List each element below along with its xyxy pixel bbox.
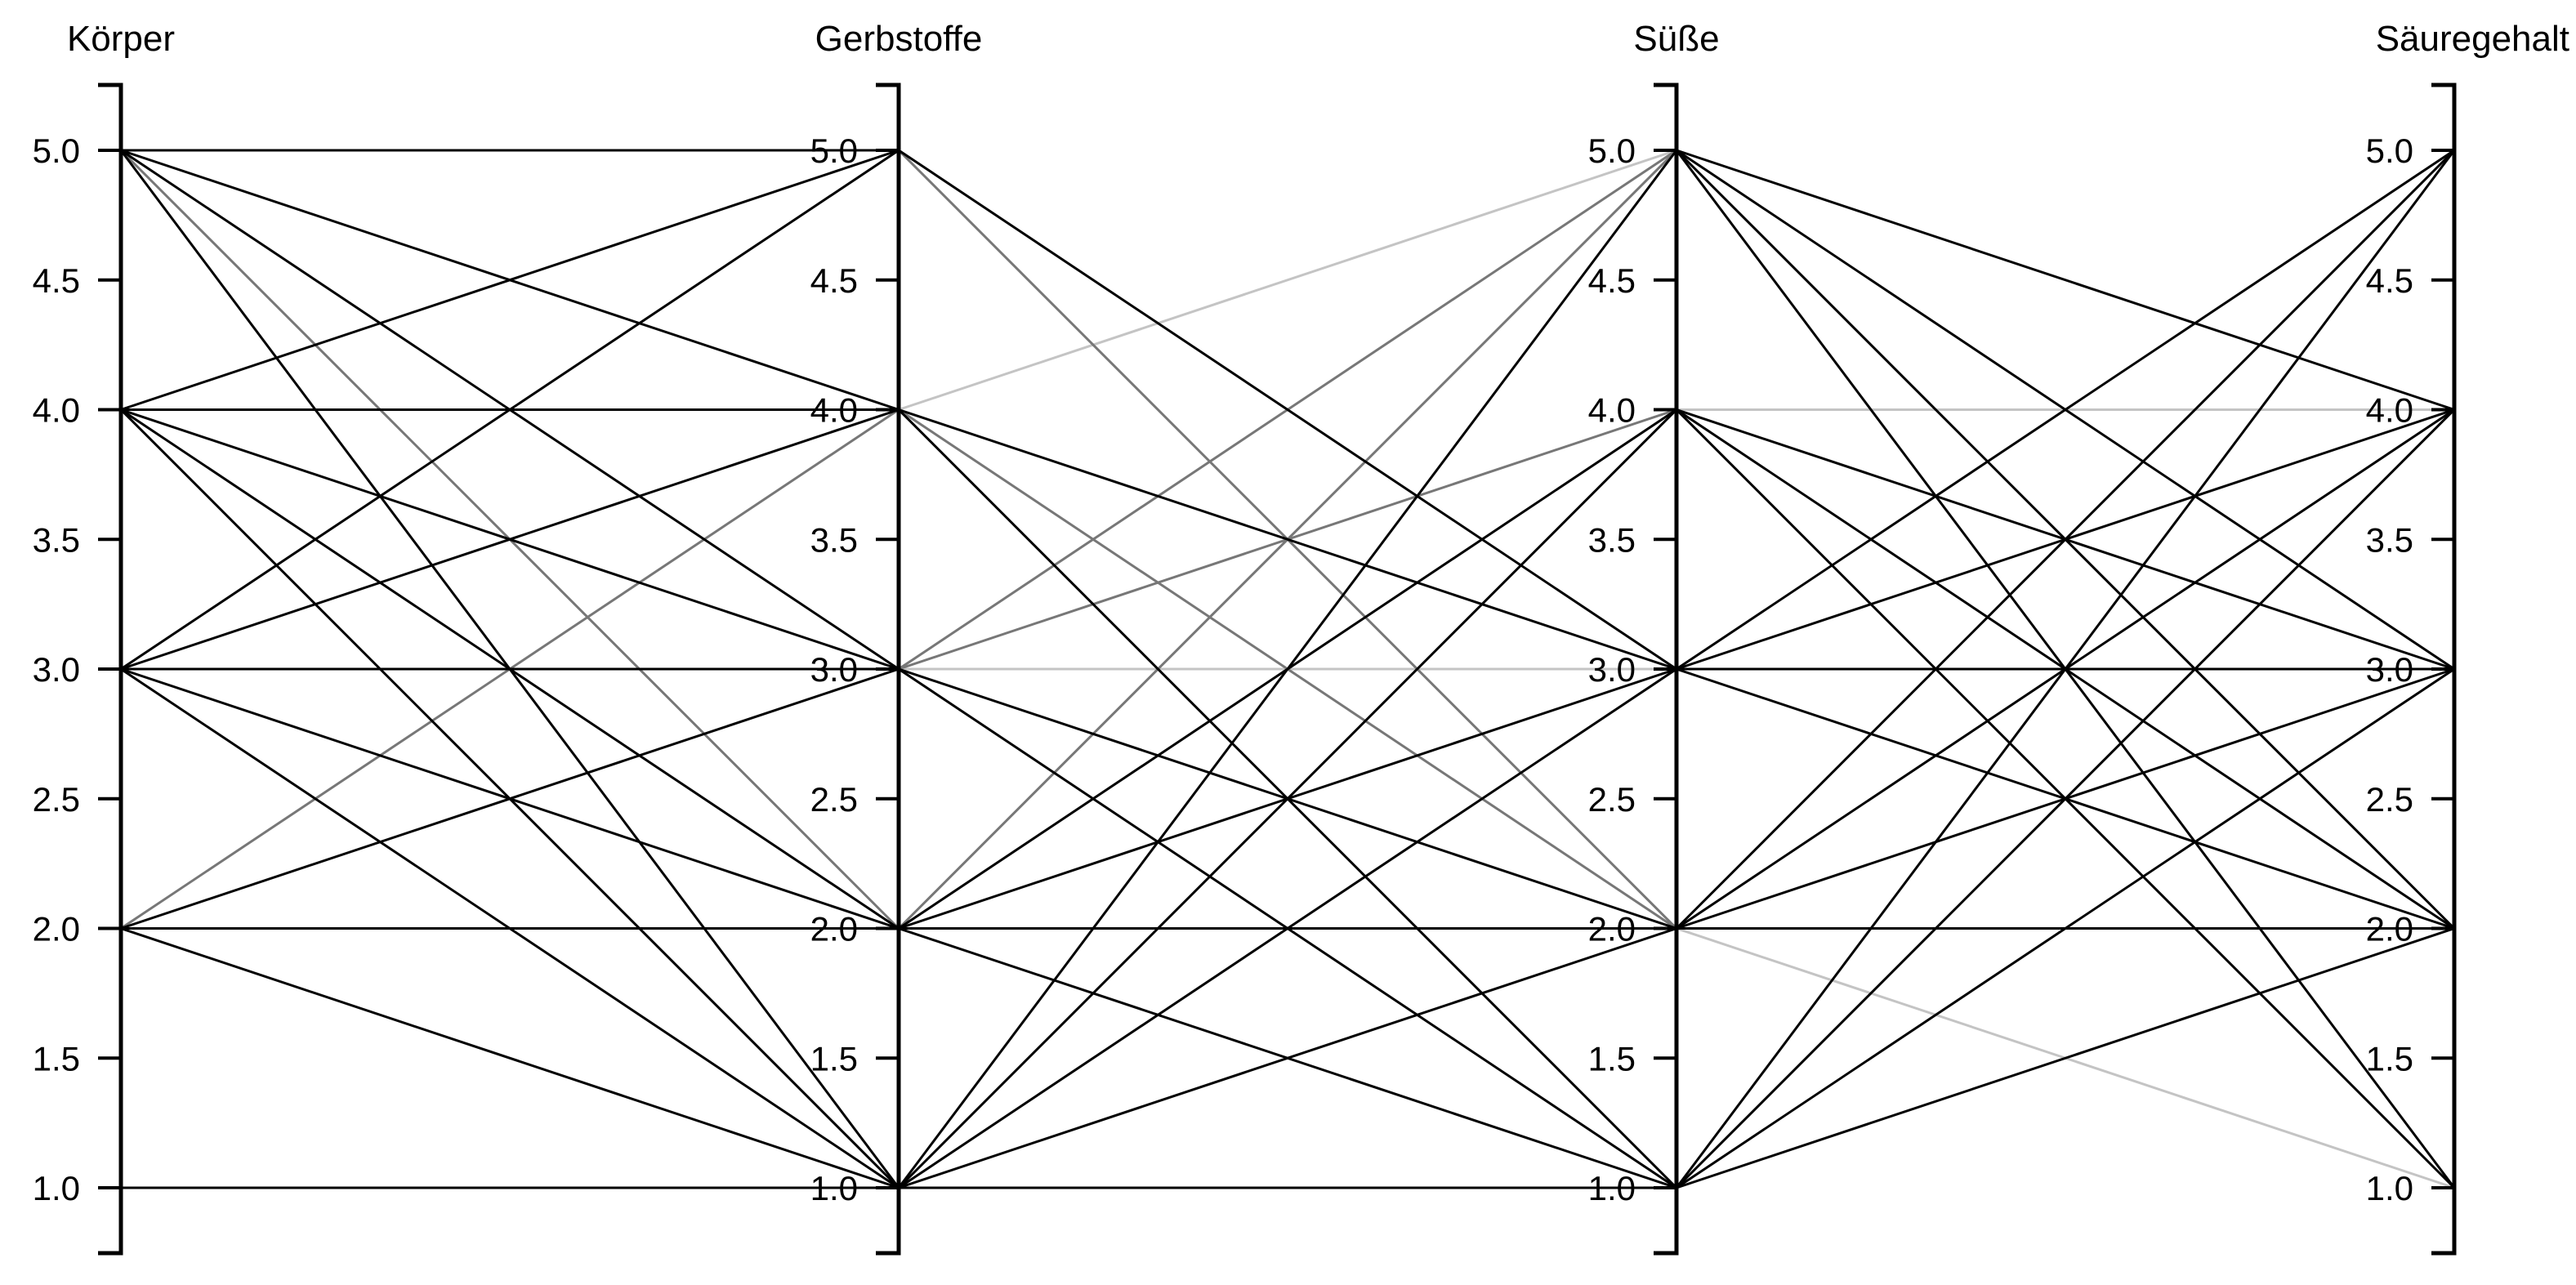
line-segment (1675, 149, 2456, 930)
tick-label: 1.0 (810, 1169, 858, 1207)
line-segment (897, 149, 1678, 1189)
tick-label: 1.5 (810, 1039, 858, 1078)
tick-label: 5.0 (2366, 132, 2413, 170)
line-segment (897, 408, 1678, 1189)
tick-label: 2.5 (2366, 780, 2413, 819)
tick-label: 3.5 (33, 520, 80, 559)
tick-label: 2.5 (1588, 780, 1636, 819)
axes-layer: Körper1.01.52.02.53.03.54.04.55.0Gerbsto… (33, 19, 2569, 1256)
tick-label: 4.0 (1588, 391, 1636, 430)
polyline-layer (119, 149, 2456, 1189)
axis-title: Süße (1633, 19, 1719, 59)
tick-label: 5.0 (1588, 132, 1636, 170)
line-segment (898, 667, 1677, 1189)
tick-label: 4.5 (2366, 261, 2413, 300)
line-segment (898, 149, 1677, 671)
tick-label: 3.0 (1588, 650, 1636, 689)
tick-label: 5.0 (810, 132, 858, 170)
line-segment (898, 408, 1677, 671)
line-segment (120, 408, 900, 671)
line-segment (1676, 149, 2455, 671)
line-segment (120, 149, 900, 411)
tick-label: 1.5 (1588, 1039, 1636, 1078)
tick-label: 3.5 (1588, 520, 1636, 559)
tick-label: 4.0 (2366, 391, 2413, 430)
tick-label: 3.0 (810, 650, 858, 689)
tick-label: 4.5 (33, 261, 80, 300)
tick-label: 1.5 (33, 1039, 80, 1078)
axis-title: Säuregehalt (2376, 19, 2569, 59)
line-segment (1676, 667, 2455, 1189)
tick-label: 4.0 (33, 391, 80, 430)
tick-label: 4.5 (810, 261, 858, 300)
axis-4: Säuregehalt 1.0 1.5 2.0 2.5 3.0 3.5 4.0 4.5 5.0 (2366, 19, 2569, 1256)
tick-label: 2.0 (33, 910, 80, 948)
tick-label: 3.5 (810, 520, 858, 559)
tick-label: 3.5 (2366, 520, 2413, 559)
tick-label: 2.5 (33, 780, 80, 819)
tick-label: 4.0 (810, 391, 858, 430)
axis-3: Süße 1.0 1.5 2.0 2.5 3.0 3.5 4.0 4.5 5.0 (1588, 19, 1720, 1256)
tick-label: 2.0 (810, 910, 858, 948)
line-segment (1675, 408, 2456, 1189)
tick-label: 1.0 (33, 1169, 80, 1207)
tick-label: 2.5 (810, 780, 858, 819)
tick-label: 4.5 (1588, 261, 1636, 300)
tick-label: 1.0 (2366, 1169, 2413, 1207)
axis-title: Körper (67, 19, 175, 59)
tick-label: 3.0 (2366, 650, 2413, 689)
tick-label: 3.0 (33, 650, 80, 689)
axis-2: Gerbstoffe 1.0 1.5 2.0 2.5 3.0 3.5 4.0 4.5 5.0 (810, 19, 983, 1256)
tick-label: 1.0 (1588, 1169, 1636, 1207)
tick-label: 1.5 (2366, 1039, 2413, 1078)
line-segment (898, 149, 1677, 411)
axis-1: Körper 1.0 1.5 2.0 2.5 3.0 3.5 4.0 4.5 5.0 (33, 19, 175, 1256)
line-segment (898, 927, 1677, 1189)
axis-title: Gerbstoffe (815, 19, 983, 59)
line-segment (120, 149, 900, 671)
line-segment (1676, 927, 2455, 1189)
line-segment (1676, 149, 2455, 411)
line-segment (120, 667, 900, 930)
line-segment (1675, 149, 2456, 1189)
tick-label: 2.0 (2366, 910, 2413, 948)
tick-label: 5.0 (33, 132, 80, 170)
line-segment (120, 927, 900, 1189)
tick-label: 2.0 (1588, 910, 1636, 948)
